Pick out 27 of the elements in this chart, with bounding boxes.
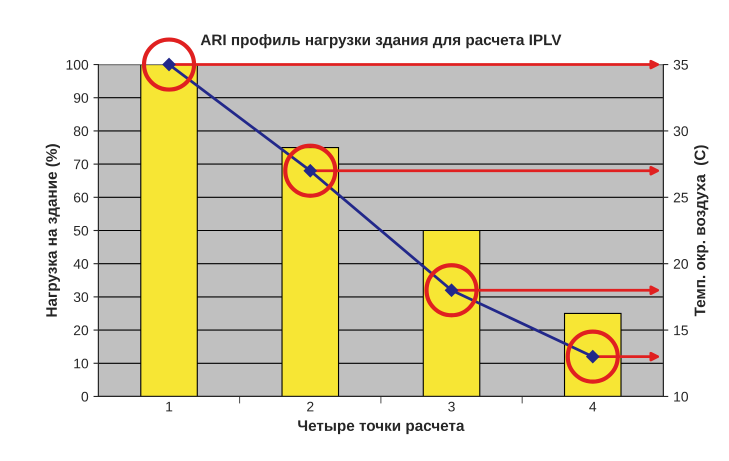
y-tick-label: 100 bbox=[66, 60, 88, 70]
y-tick-label: 20 bbox=[74, 325, 88, 336]
y-tick-label: 70 bbox=[74, 159, 88, 170]
point bbox=[586, 350, 600, 364]
y2-tick-label: 10 bbox=[674, 392, 688, 402]
y-tick-label: 0 bbox=[82, 392, 88, 402]
x-tick-label: 4 bbox=[589, 402, 596, 412]
chart-title: ARI профиль нагрузки здания для расчета IPLV bbox=[200, 34, 562, 48]
y-tick-label: 90 bbox=[74, 93, 88, 103]
y-tick-label: 10 bbox=[74, 358, 88, 368]
y-tick-label: 40 bbox=[74, 259, 88, 269]
y-tick-label: 50 bbox=[74, 226, 88, 236]
x-tick-label: 2 bbox=[307, 402, 314, 412]
point bbox=[304, 164, 317, 178]
y2-tick-label: 25 bbox=[674, 192, 688, 202]
y2-tick-label: 35 bbox=[674, 60, 688, 70]
y2-tick-label: 30 bbox=[674, 126, 688, 136]
y-tick-label: 80 bbox=[74, 126, 88, 136]
x-tick-label: 1 bbox=[166, 402, 172, 412]
y-tick-label: 60 bbox=[74, 192, 88, 202]
y2-axis-title: Темп. окр. воздуха (C) bbox=[694, 145, 708, 316]
y-axis-title: Нагрузка на здание (%) bbox=[46, 144, 60, 317]
y2-tick-label: 20 bbox=[674, 259, 688, 269]
x-tick-label: 3 bbox=[448, 402, 455, 412]
y2-tick-label: 15 bbox=[674, 326, 688, 336]
y-tick-label: 30 bbox=[74, 292, 88, 302]
x-axis-title: Четыре точки расчета bbox=[298, 420, 465, 434]
